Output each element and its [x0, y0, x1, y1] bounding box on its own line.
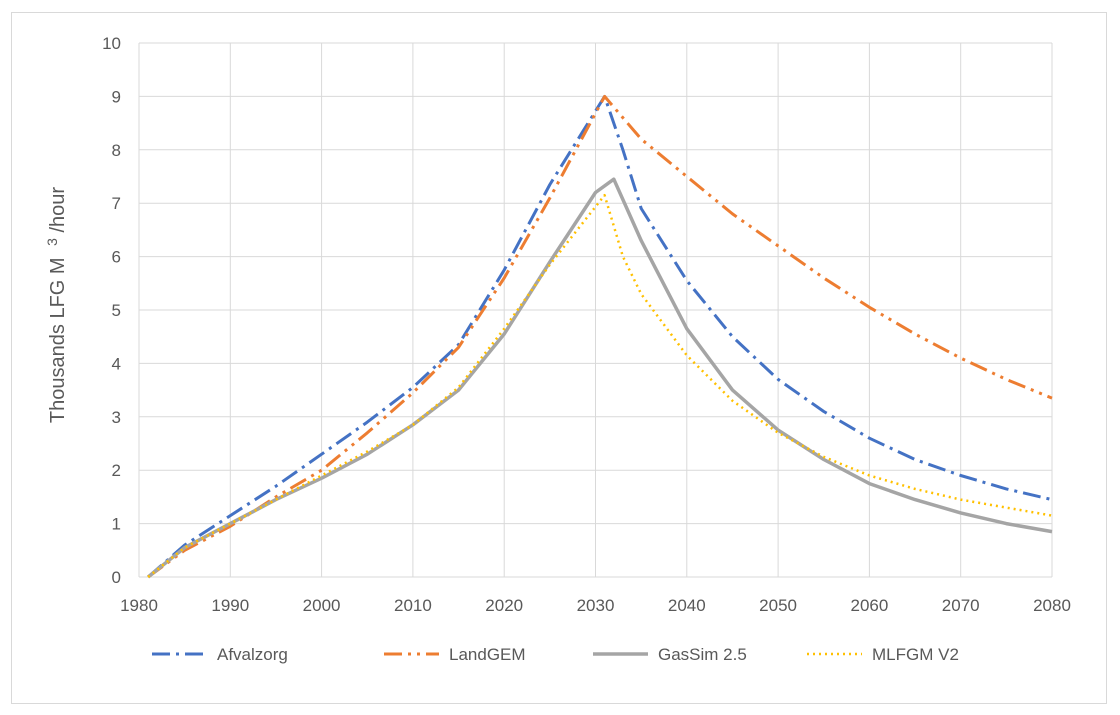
y-tick-label: 9	[112, 87, 121, 106]
chart-frame	[11, 12, 1107, 704]
series-line-gassim-2-5	[147, 177, 1053, 579]
y-tick-label: 4	[112, 354, 121, 373]
x-tick-labels: 1980 1990 2000 2010 2020 2030 2040 2050 2060 2070…	[120, 596, 1071, 615]
y-tick-label: 8	[112, 141, 121, 160]
y-axis-title-main: Thousands LFG M	[47, 257, 69, 423]
x-tick-label: 2070	[942, 596, 980, 615]
series-line-landgem	[147, 94, 1053, 579]
legend: Afvalzorg LandGEM GasSim 2.5 MLFGM V2	[152, 645, 959, 664]
y-tick-label: 3	[112, 408, 121, 427]
y-tick-label: 7	[112, 194, 121, 213]
legend-label: LandGEM	[449, 645, 526, 664]
legend-label: MLFGM V2	[872, 645, 959, 664]
y-axis-title: Thousands LFG M 3 /hour	[40, 187, 69, 423]
y-tick-label: 10	[102, 34, 121, 53]
series-line-afvalzorg	[147, 94, 1053, 579]
y-axis-title-superscript: 3	[44, 238, 60, 246]
y-tick-label: 1	[112, 515, 121, 534]
x-tick-label: 2030	[577, 596, 615, 615]
x-tick-label: 2020	[485, 596, 523, 615]
x-tick-label: 2040	[668, 596, 706, 615]
x-tick-label: 2010	[394, 596, 432, 615]
x-tick-label: 2060	[850, 596, 888, 615]
y-tick-label: 0	[112, 568, 121, 587]
y-tick-label: 2	[112, 461, 121, 480]
grid-lines	[138, 42, 1053, 578]
x-tick-label: 1980	[120, 596, 158, 615]
series-lines	[147, 94, 1053, 579]
series-line-mlfgm-v2	[147, 193, 1053, 578]
y-tick-labels: 0 1 2 3 4 5 6 7 8 9 10	[102, 34, 121, 587]
x-tick-label: 2050	[759, 596, 797, 615]
legend-label: GasSim 2.5	[658, 645, 747, 664]
x-tick-label: 1990	[211, 596, 249, 615]
x-tick-label: 2080	[1033, 596, 1071, 615]
y-tick-label: 6	[112, 248, 121, 267]
y-tick-label: 5	[112, 301, 121, 320]
y-axis-title-suffix: /hour	[47, 187, 69, 233]
legend-label: Afvalzorg	[217, 645, 288, 664]
x-tick-label: 2000	[303, 596, 341, 615]
